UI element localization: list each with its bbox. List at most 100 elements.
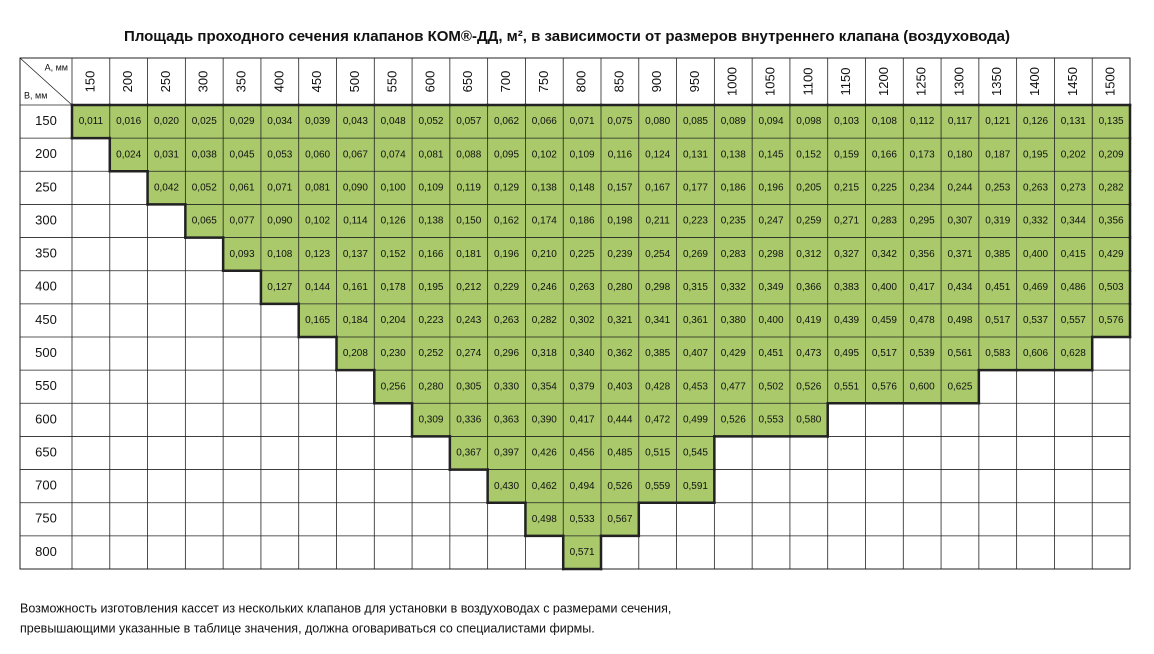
filled-cell [903,337,942,371]
filled-cell [978,105,1017,139]
cell-value: 0,195 [1023,149,1048,160]
filled-cell [487,370,526,404]
filled-cell [449,370,488,404]
cell-value: 0,280 [607,282,632,293]
cell-value: 0,315 [683,282,708,293]
cell-value: 0,451 [985,282,1010,293]
column-header: 1000 [725,67,740,96]
cell-value: 0,144 [305,282,330,293]
filled-cell [260,171,299,205]
filled-cell [714,303,753,337]
filled-cell [752,303,790,337]
cell-value: 0,198 [607,216,632,227]
filled-cell [525,370,564,404]
cell-value: 0,234 [910,182,935,193]
filled-cell [789,171,828,205]
cell-value: 0,246 [532,282,557,293]
filled-cell [676,171,715,205]
column-header: 150 [82,71,97,93]
filled-cell [336,105,375,139]
filled-cell [1016,138,1055,172]
filled-cell [865,370,904,404]
filled-cell [676,403,715,437]
cell-value: 0,209 [1099,149,1124,160]
cell-value: 0,243 [456,315,481,326]
cell-value: 0,229 [494,282,519,293]
cell-value: 0,379 [570,381,595,392]
filled-cell [487,171,526,205]
column-header: 900 [649,71,664,93]
filled-cell [449,105,488,139]
cell-value: 0,109 [418,182,443,193]
column-header: 1400 [1027,67,1042,96]
cell-value: 0,495 [834,348,859,359]
cell-value: 0,526 [721,414,746,425]
filled-cell [374,303,413,337]
filled-cell [298,237,337,271]
filled-cell [903,270,942,304]
filled-cell [1092,270,1130,304]
cell-value: 0,557 [1061,315,1086,326]
cell-value: 0,273 [1061,182,1086,193]
cell-value: 0,112 [910,116,935,127]
column-header: 700 [498,71,513,93]
filled-cell [412,270,450,304]
cell-value: 0,327 [834,249,859,260]
filled-cell [260,138,299,172]
cell-value: 0,025 [192,116,217,127]
filled-cell [525,403,564,437]
cell-value: 0,385 [645,348,670,359]
filled-cell [487,303,526,337]
filled-cell [109,105,148,139]
cell-value: 0,444 [607,414,632,425]
filled-cell [789,237,828,271]
column-header: 300 [196,71,211,93]
filled-cell [336,237,375,271]
cell-value: 0,119 [457,182,482,193]
filled-cell [941,171,979,205]
cell-value: 0,061 [230,182,255,193]
filled-cell [412,370,450,404]
column-header: 1500 [1103,67,1118,96]
filled-cell [827,204,866,238]
cell-value: 0,336 [456,414,481,425]
filled-cell [903,138,942,172]
cell-value: 0,138 [721,149,746,160]
filled-cell [260,270,299,304]
cell-value: 0,195 [418,282,443,293]
filled-cell [601,337,639,371]
cell-value: 0,439 [834,315,859,326]
filled-cell [865,138,904,172]
cell-value: 0,354 [532,381,557,392]
cell-value: 0,225 [872,182,897,193]
filled-cell [714,105,753,139]
cell-value: 0,208 [343,348,368,359]
cell-value: 0,263 [494,315,519,326]
column-header: 500 [347,71,362,93]
cell-value: 0,628 [1061,348,1086,359]
filled-cell [714,138,753,172]
cell-value: 0,600 [910,381,935,392]
filled-cell [789,105,828,139]
filled-cell [789,337,828,371]
filled-cell [903,370,942,404]
filled-cell [525,270,564,304]
column-header: 950 [687,71,702,93]
filled-cell [1016,303,1055,337]
cell-value: 0,180 [947,149,972,160]
cell-value: 0,159 [834,149,859,160]
cell-value: 0,269 [683,249,708,260]
filled-cell [865,237,904,271]
cell-value: 0,478 [910,315,935,326]
filled-cell [336,270,375,304]
cell-value: 0,011 [79,116,104,127]
filled-cell [260,237,299,271]
cell-value: 0,312 [796,249,821,260]
cell-value: 0,517 [872,348,897,359]
filled-cell [223,138,261,172]
filled-cell [1016,337,1055,371]
filled-cell [260,105,299,139]
cell-value: 0,045 [230,149,255,160]
filled-cell [185,105,224,139]
cell-value: 0,177 [683,182,708,193]
